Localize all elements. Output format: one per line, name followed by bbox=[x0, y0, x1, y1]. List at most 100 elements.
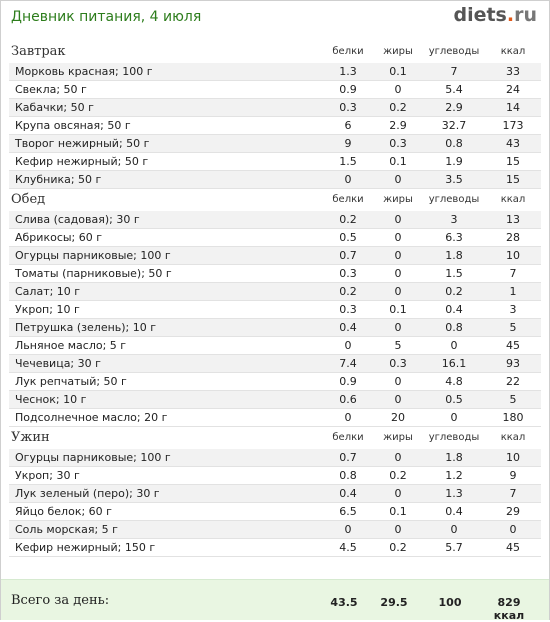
food-name: Творог нежирный; 50 г bbox=[9, 134, 323, 153]
food-row: Абрикосы; 60 г 0.5 0 6.3 28 bbox=[9, 228, 541, 247]
totals-protein: 43.5 bbox=[330, 596, 358, 609]
food-carbs: 1.5 bbox=[423, 264, 485, 283]
food-fat: 0 bbox=[373, 228, 423, 247]
food-fat: 0.1 bbox=[373, 63, 423, 81]
food-fat: 0 bbox=[373, 484, 423, 503]
meal-header: Ужин белки жиры углеводы ккал bbox=[9, 427, 541, 450]
food-kcal: 93 bbox=[485, 354, 541, 373]
food-protein: 0.2 bbox=[323, 211, 373, 229]
food-protein: 1.3 bbox=[323, 63, 373, 81]
column-header-carbs: углеводы bbox=[428, 432, 480, 443]
food-kcal: 1 bbox=[485, 282, 541, 301]
totals-label: Всего за день: bbox=[11, 593, 110, 608]
food-name: Кабачки; 50 г bbox=[9, 98, 323, 117]
food-name: Укроп; 10 г bbox=[9, 300, 323, 319]
food-carbs: 0.5 bbox=[423, 390, 485, 409]
food-fat: 0 bbox=[373, 211, 423, 229]
food-name: Томаты (парниковые); 50 г bbox=[9, 264, 323, 283]
food-fat: 0.2 bbox=[373, 466, 423, 485]
totals-carbs: 100 bbox=[438, 596, 462, 609]
food-row: Яйцо белок; 60 г 6.5 0.1 0.4 29 bbox=[9, 502, 541, 521]
food-protein: 0 bbox=[323, 520, 373, 539]
daily-totals: Всего за день: 43.5 29.5 100 829 ккал bbox=[1, 579, 549, 622]
food-fat: 0.3 bbox=[373, 134, 423, 153]
column-header-protein: белки bbox=[332, 194, 364, 205]
food-name: Салат; 10 г bbox=[9, 282, 323, 301]
food-protein: 0.3 bbox=[323, 98, 373, 117]
food-protein: 0 bbox=[323, 170, 373, 189]
food-name: Лук репчатый; 50 г bbox=[9, 372, 323, 391]
food-row: Клубника; 50 г 0 0 3.5 15 bbox=[9, 170, 541, 189]
food-carbs: 1.8 bbox=[423, 449, 485, 467]
diary-table: Завтрак белки жиры углеводы ккал Морковь крас… bbox=[9, 41, 541, 557]
food-kcal: 45 bbox=[485, 336, 541, 355]
food-name: Льняное масло; 5 г bbox=[9, 336, 323, 355]
column-header-fat: жиры bbox=[383, 46, 413, 57]
food-fat: 20 bbox=[373, 408, 423, 427]
food-row: Огурцы парниковые; 100 г 0.7 0 1.8 10 bbox=[9, 449, 541, 467]
food-protein: 0.7 bbox=[323, 449, 373, 467]
food-row: Салат; 10 г 0.2 0 0.2 1 bbox=[9, 282, 541, 301]
food-row: Лук зеленый (перо); 30 г 0.4 0 1.3 7 bbox=[9, 484, 541, 503]
food-fat: 0 bbox=[373, 170, 423, 189]
column-header-kcal: ккал bbox=[500, 194, 526, 205]
food-kcal: 5 bbox=[485, 390, 541, 409]
food-row: Укроп; 30 г 0.8 0.2 1.2 9 bbox=[9, 466, 541, 485]
column-header-kcal: ккал bbox=[500, 46, 526, 57]
food-name: Соль морская; 5 г bbox=[9, 520, 323, 539]
food-protein: 7.4 bbox=[323, 354, 373, 373]
food-carbs: 1.3 bbox=[423, 484, 485, 503]
meal-header: Завтрак белки жиры углеводы ккал bbox=[9, 41, 541, 63]
food-name: Абрикосы; 60 г bbox=[9, 228, 323, 247]
food-protein: 9 bbox=[323, 134, 373, 153]
food-fat: 0 bbox=[373, 80, 423, 99]
food-fat: 0 bbox=[373, 390, 423, 409]
food-kcal: 173 bbox=[485, 116, 541, 135]
food-carbs: 0.2 bbox=[423, 282, 485, 301]
food-kcal: 43 bbox=[485, 134, 541, 153]
food-fat: 0 bbox=[373, 282, 423, 301]
food-fat: 5 bbox=[373, 336, 423, 355]
food-kcal: 10 bbox=[485, 449, 541, 467]
food-name: Клубника; 50 г bbox=[9, 170, 323, 189]
column-header-protein: белки bbox=[332, 46, 364, 57]
food-row: Подсолнечное масло; 20 г 0 20 0 180 bbox=[9, 408, 541, 427]
food-fat: 0 bbox=[373, 246, 423, 265]
food-fat: 0.1 bbox=[373, 152, 423, 171]
totals-fat: 29.5 bbox=[380, 596, 408, 609]
food-protein: 0.6 bbox=[323, 390, 373, 409]
food-row: Огурцы парниковые; 100 г 0.7 0 1.8 10 bbox=[9, 246, 541, 265]
food-fat: 0.1 bbox=[373, 300, 423, 319]
food-carbs: 0 bbox=[423, 336, 485, 355]
food-kcal: 13 bbox=[485, 211, 541, 229]
meal-name: Обед bbox=[11, 192, 46, 207]
food-carbs: 5.7 bbox=[423, 538, 485, 557]
food-fat: 0 bbox=[373, 372, 423, 391]
food-row: Чечевица; 30 г 7.4 0.3 16.1 93 bbox=[9, 354, 541, 373]
food-kcal: 5 bbox=[485, 318, 541, 337]
food-row: Крупа овсяная; 50 г 6 2.9 32.7 173 bbox=[9, 116, 541, 135]
food-name: Лук зеленый (перо); 30 г bbox=[9, 484, 323, 503]
food-kcal: 28 bbox=[485, 228, 541, 247]
food-kcal: 15 bbox=[485, 170, 541, 189]
logo-main: diets bbox=[453, 4, 507, 26]
food-protein: 0.4 bbox=[323, 484, 373, 503]
food-row: Творог нежирный; 50 г 9 0.3 0.8 43 bbox=[9, 134, 541, 153]
column-header-fat: жиры bbox=[383, 432, 413, 443]
food-protein: 6 bbox=[323, 116, 373, 135]
food-carbs: 1.9 bbox=[423, 152, 485, 171]
site-logo[interactable]: diets.ru bbox=[453, 4, 537, 26]
food-carbs: 32.7 bbox=[423, 116, 485, 135]
food-fat: 0.2 bbox=[373, 98, 423, 117]
food-row: Слива (садовая); 30 г 0.2 0 3 13 bbox=[9, 211, 541, 229]
food-name: Подсолнечное масло; 20 г bbox=[9, 408, 323, 427]
food-row: Томаты (парниковые); 50 г 0.3 0 1.5 7 bbox=[9, 264, 541, 283]
food-kcal: 29 bbox=[485, 502, 541, 521]
food-kcal: 7 bbox=[485, 484, 541, 503]
logo-tld: ru bbox=[514, 4, 537, 26]
food-kcal: 45 bbox=[485, 538, 541, 557]
meal-name: Ужин bbox=[11, 430, 50, 445]
food-name: Кефир нежирный; 150 г bbox=[9, 538, 323, 557]
food-protein: 0 bbox=[323, 336, 373, 355]
